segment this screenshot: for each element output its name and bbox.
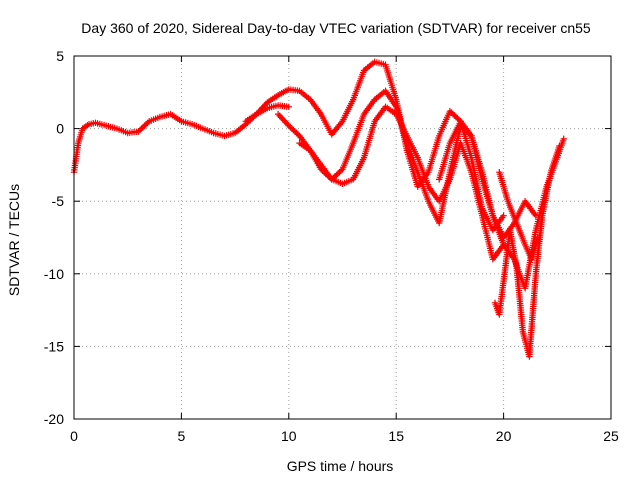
grid	[74, 56, 611, 419]
data-point	[556, 142, 563, 150]
data-point	[560, 135, 567, 142]
x-tick-label: 0	[70, 428, 78, 444]
data-point	[532, 212, 539, 219]
y-tick-label: -10	[44, 266, 64, 282]
data-point	[136, 126, 144, 134]
y-tick-label: 0	[56, 121, 64, 137]
data-point	[534, 234, 542, 241]
chart-title: Day 360 of 2020, Sidereal Day-to-day VTE…	[81, 20, 591, 36]
y-tick-label: -20	[44, 411, 64, 427]
x-tick-label: 10	[281, 428, 297, 444]
data-point	[138, 125, 145, 132]
series-trace	[245, 60, 505, 232]
data-point	[337, 167, 345, 174]
data-point	[454, 115, 461, 122]
y-tick-label: -5	[52, 193, 65, 209]
data-point	[285, 122, 292, 129]
data-point	[451, 112, 458, 119]
data-point	[141, 122, 148, 129]
data-point	[293, 129, 300, 137]
y-axis-label: SDTVAR / TECUs	[6, 184, 22, 296]
data-point	[288, 125, 296, 132]
y-tick-label: -15	[44, 338, 64, 354]
data-point	[285, 103, 292, 110]
x-tick-label: 15	[388, 428, 404, 444]
plot-border	[73, 55, 612, 420]
data-point	[500, 212, 507, 219]
x-tick-label: 5	[178, 428, 186, 444]
series-track-7	[496, 169, 542, 263]
data-point	[294, 131, 302, 138]
x-axis-label: GPS time / hours	[287, 458, 394, 474]
series-track-4	[296, 103, 507, 263]
data-point	[446, 108, 454, 115]
y-tick-label: 5	[56, 48, 64, 64]
series-track-2	[242, 58, 507, 234]
x-tick-label: 25	[603, 428, 619, 444]
data-series	[70, 58, 567, 360]
data-point	[290, 126, 297, 134]
data-point	[449, 110, 457, 118]
data-point	[142, 121, 150, 128]
x-tick-label: 20	[496, 428, 512, 444]
series-track-6	[491, 142, 563, 360]
data-point	[333, 171, 340, 179]
data-point	[334, 170, 342, 177]
